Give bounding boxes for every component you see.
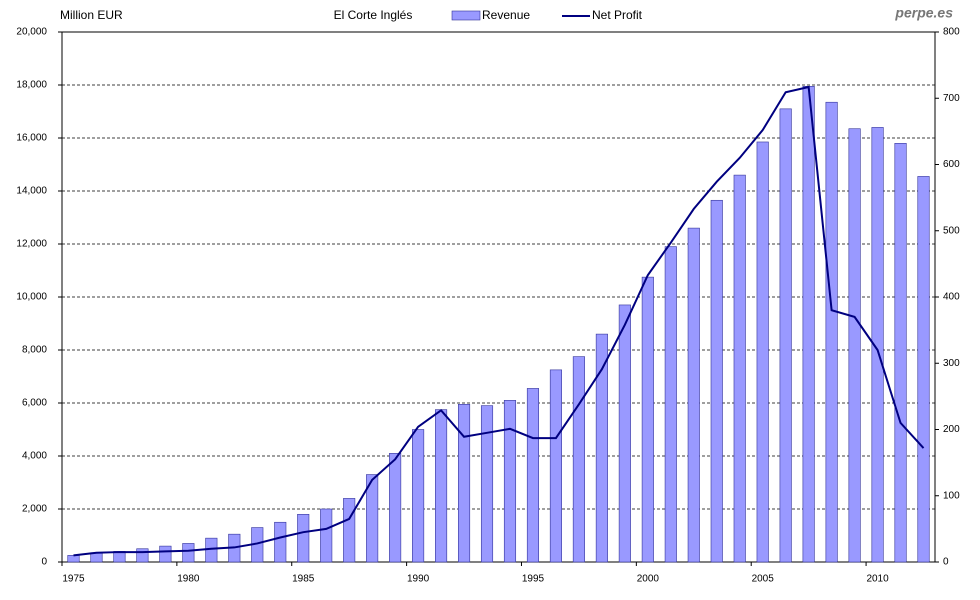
bar	[159, 545, 172, 563]
bar	[779, 108, 792, 563]
x-tick-label: 1985	[292, 574, 315, 585]
y2-tick-label: 600	[943, 159, 960, 170]
y-tick-label: 4,000	[22, 451, 47, 462]
y-tick-label: 6,000	[22, 398, 47, 409]
y-tick-label: 16,000	[16, 133, 47, 144]
y-axis-label: Million EUR	[60, 8, 123, 22]
bar	[710, 199, 723, 563]
y2-tick-label: 300	[943, 358, 960, 369]
bar	[917, 176, 930, 563]
bar	[595, 333, 608, 563]
bar	[733, 174, 746, 563]
legend-swatch	[451, 10, 481, 21]
bar	[848, 128, 861, 563]
x-tick-label: 1975	[62, 574, 85, 585]
y2-tick-label: 500	[943, 225, 960, 236]
bar	[802, 86, 815, 563]
x-tick-label: 1995	[522, 574, 545, 585]
bar	[572, 356, 585, 563]
bar	[67, 555, 80, 563]
y2-tick-label: 0	[943, 557, 949, 568]
watermark: perpe.es	[894, 5, 953, 21]
bar	[618, 304, 631, 563]
bar	[503, 400, 517, 563]
y-tick-label: 2,000	[22, 504, 47, 515]
bar	[641, 276, 654, 563]
bar	[894, 143, 907, 563]
bar	[274, 521, 287, 563]
legend-label: Revenue	[482, 8, 530, 22]
bar	[320, 508, 333, 563]
chart-title: El Corte Inglés	[334, 8, 413, 22]
y2-tick-label: 800	[943, 27, 960, 38]
y-tick-label: 18,000	[16, 80, 47, 91]
bar	[136, 548, 149, 563]
y2-tick-label: 400	[943, 292, 960, 303]
bar	[366, 474, 379, 563]
y-tick-label: 8,000	[22, 345, 47, 356]
line	[73, 85, 925, 557]
bar	[756, 141, 769, 563]
bar	[412, 429, 425, 563]
y-tick-label: 0	[41, 557, 47, 568]
bar	[435, 409, 448, 563]
bar	[549, 369, 562, 563]
bar	[687, 227, 700, 563]
y2-tick-label: 700	[943, 93, 960, 104]
bar	[182, 543, 195, 563]
bar	[480, 405, 494, 563]
y-tick-label: 12,000	[16, 239, 47, 250]
bar	[871, 127, 884, 563]
x-tick-label: 2000	[637, 574, 660, 585]
bar	[389, 453, 402, 563]
y-tick-label: 20,000	[16, 27, 47, 38]
bar	[457, 404, 471, 563]
y2-tick-label: 200	[943, 424, 960, 435]
y2-tick-label: 100	[943, 490, 960, 501]
bar	[343, 498, 356, 563]
bar	[297, 513, 310, 563]
x-tick-label: 2010	[866, 574, 889, 585]
x-tick-label: 2005	[752, 574, 775, 585]
x-tick-label: 1980	[177, 574, 200, 585]
bar	[664, 246, 677, 563]
x-tick-label: 1990	[407, 574, 430, 585]
bar	[526, 388, 540, 563]
y-tick-label: 14,000	[16, 186, 47, 197]
bar	[825, 101, 838, 563]
y-tick-label: 10,000	[16, 292, 47, 303]
legend-label: Net Profit	[592, 8, 643, 22]
